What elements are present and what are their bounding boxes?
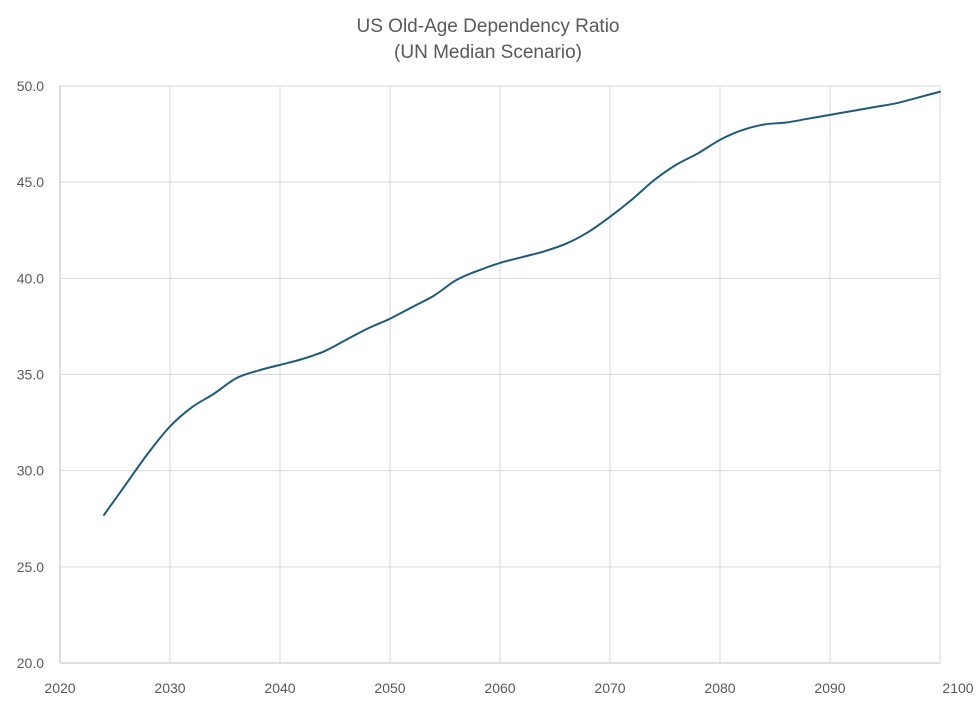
tick-labels: 20.0 25.0 30.0 35.0 40.0 45.0 50.0 2020 2030 2040…	[17, 78, 974, 696]
x-tick-label: 2080	[704, 680, 735, 696]
y-tick-label: 25.0	[17, 559, 44, 575]
x-tick-label: 2100	[942, 680, 973, 696]
y-tick-label: 40.0	[17, 270, 44, 286]
y-tick-label: 35.0	[17, 367, 44, 383]
x-tick-label: 2070	[594, 680, 625, 696]
y-tick-label: 30.0	[17, 463, 44, 479]
x-tick-label: 2050	[374, 680, 405, 696]
y-tick-label: 50.0	[17, 78, 44, 94]
y-tick-label: 20.0	[17, 655, 44, 671]
axes	[59, 86, 940, 664]
y-tick-label: 45.0	[17, 174, 44, 190]
x-tick-label: 2090	[814, 680, 845, 696]
chart-subtitle: (UN Median Scenario)	[394, 42, 582, 63]
gridlines	[60, 85, 941, 663]
x-tick-label: 2030	[154, 680, 185, 696]
chart-title: US Old-Age Dependency Ratio	[357, 16, 620, 37]
series-line	[103, 90, 941, 516]
x-tick-label: 2040	[264, 680, 295, 696]
series-layer	[103, 90, 941, 516]
x-tick-label: 2060	[484, 680, 515, 696]
x-tick-label: 2020	[44, 680, 75, 696]
